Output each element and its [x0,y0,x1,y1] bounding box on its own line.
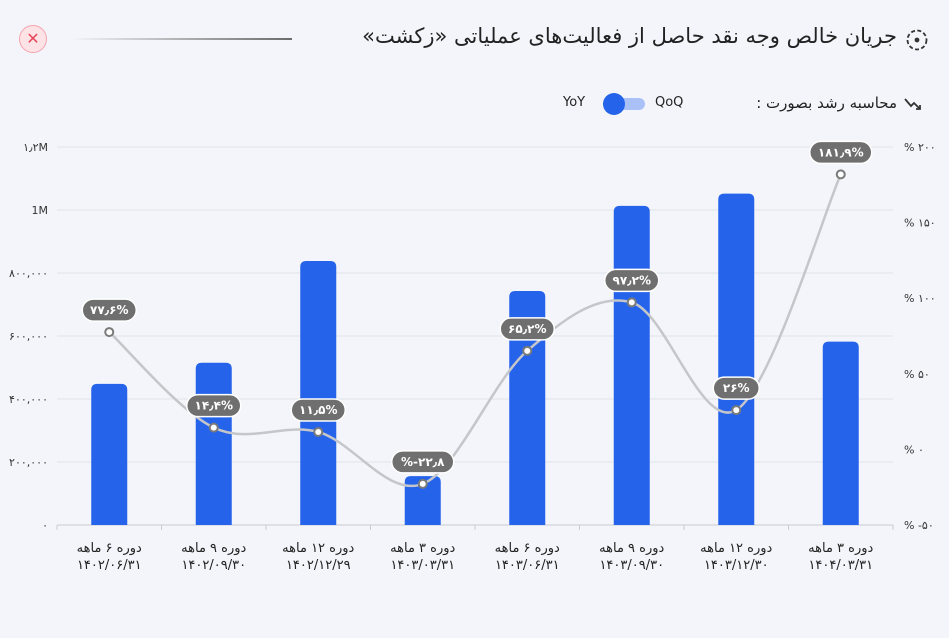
y-tick-left-label: ۰ [42,519,48,532]
y-tick-right-label: % ۱۰۰ [904,292,936,305]
x-tick-label-date: ۱۴۰۳/۰۶/۳۱ [495,558,560,573]
x-tick-label-date: ۱۴۰۳/۰۹/۳۰ [599,558,664,573]
x-tick-label-date: ۱۴۰۲/۱۲/۲۹ [286,558,351,573]
growth-point [417,478,428,489]
x-tick-label-date: ۱۴۰۳/۰۳/۳۱ [390,558,455,573]
growth-point [313,427,324,438]
growth-label-bubble [604,268,660,293]
growth-mode-label: محاسبه رشد بصورت : [756,94,897,112]
y-tick-left-label: ۶۰۰,۰۰۰ [9,330,48,343]
target-icon [906,29,928,51]
toggle-knob [603,93,625,115]
bar [613,205,650,525]
y-tick-left-label: ۲۰۰,۰۰۰ [9,456,48,469]
growth-label: ۹۷٫۲% [613,273,652,287]
x-tick-label-date: ۱۴۰۲/۰۶/۳۱ [77,558,142,573]
growth-label-bubble [499,317,555,341]
x-tick-label-date: ۱۴۰۴/۰۳/۳۱ [808,558,873,573]
x-tick-label: دوره ۶ ماهه [77,541,142,556]
y-tick-right-label: % ۲۰۰ [904,141,936,154]
growth-label: %-۲۲٫۸ [401,455,445,469]
growth-label-bubble [290,398,346,422]
x-tick-label: دوره ۶ ماهه [495,541,560,556]
x-tick-label: دوره ۱۲ ماهه [282,541,354,556]
growth-point [835,169,846,180]
growth-label: ۶۵٫۲% [508,322,547,336]
growth-label-bubble [81,298,137,322]
growth-label-bubble [809,140,873,165]
growth-point [104,327,115,338]
growth-label: ۲۶% [723,381,750,395]
y-tick-right-label: % ۰ [904,443,924,456]
growth-point [626,297,637,308]
yoy-label[interactable]: YoY [563,95,586,110]
chart-canvas: ۰ ۲۰۰,۰۰۰ ۴۰۰,۰۰۰ ۶۰۰,۰۰۰ ۸۰۰,۰۰۰ 1M ۱٫۲M % -۵۰… [9,140,936,573]
growth-label-bubble [186,393,242,418]
y-tick-left-label: ۴۰۰,۰۰۰ [9,393,48,406]
growth-label: ۱۸۱٫۹% [818,145,864,159]
bar [822,341,859,525]
x-tick-label: دوره ۹ ماهه [181,541,246,556]
growth-point [208,422,219,433]
bar [718,193,755,525]
growth-point [731,405,742,416]
growth-mode-control: محاسبه رشد بصورت : QoQ YoY [563,92,923,116]
bar [300,261,337,525]
x-tick-label: دوره ۹ ماهه [599,541,664,556]
y-tick-right-label: % ۵۰ [904,368,930,381]
y-tick-left-label: 1M [32,204,49,217]
x-tick-label: دوره ۳ ماهه [390,541,455,556]
bar [404,476,441,525]
growth-label: ۱۴٫۴% [195,399,234,413]
y-tick-left-label: ۸۰۰,۰۰۰ [9,267,48,280]
bar [509,290,546,525]
x-tick-label: دوره ۱۲ ماهه [700,541,772,556]
x-tick-label-date: ۱۴۰۲/۰۹/۳۰ [181,558,246,573]
bar [91,383,128,525]
x-tick-label-date: ۱۴۰۳/۱۲/۳۰ [704,558,769,573]
growth-label-bubble [391,450,455,474]
chart-header: ✕ جریان خالص وجه نقد حاصل از فعالیت‌های … [0,0,949,80]
qoq-label[interactable]: QoQ [655,95,684,110]
growth-label: ۱۱٫۵% [299,403,338,417]
growth-label-bubble [712,376,760,400]
chart-title: جریان خالص وجه نقد حاصل از فعالیت‌های عم… [362,24,897,48]
y-tick-right-label: % -۵۰ [904,519,934,532]
trend-icon [904,98,921,110]
close-icon[interactable]: ✕ [19,25,47,53]
growth-mode-toggle[interactable] [603,93,645,115]
title-divider [70,38,292,40]
growth-point [522,345,533,356]
y-tick-left-label: ۱٫۲M [23,141,48,154]
x-tick-label: دوره ۳ ماهه [808,541,873,556]
growth-label: ۷۷٫۶% [90,303,129,317]
bar [195,362,232,525]
y-tick-right-label: % ۱۵۰ [904,217,936,230]
